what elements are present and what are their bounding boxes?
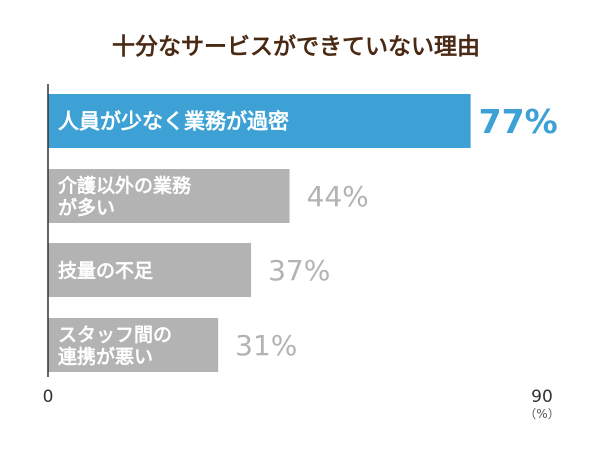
x-tick-label-min: 0 xyxy=(43,387,54,407)
bar-3 xyxy=(48,243,252,297)
x-axis-unit: （%） xyxy=(524,407,559,421)
bar-4 xyxy=(48,318,219,372)
category-label-2-line-2: が多い xyxy=(58,196,115,219)
value-label-3: 37% xyxy=(268,254,330,287)
category-label-2-line-1: 介護以外の業務 xyxy=(57,174,192,197)
value-label-4: 31% xyxy=(235,329,297,362)
category-label-1: 人員が少なく業務が過密 xyxy=(58,110,289,134)
x-tick-label-max: 90 xyxy=(531,387,553,407)
value-label-2: 44% xyxy=(307,180,369,213)
category-label-3: 技量の不足 xyxy=(58,259,154,282)
chart-title: 十分なサービスができていない理由 xyxy=(112,33,480,60)
value-label-1: 77% xyxy=(479,102,558,141)
bar-1 xyxy=(48,94,471,148)
bar-2 xyxy=(48,169,290,223)
category-label-4-line-2: 連携が悪い xyxy=(58,345,153,368)
category-label-4-line-1: スタッフ間の xyxy=(58,324,172,346)
